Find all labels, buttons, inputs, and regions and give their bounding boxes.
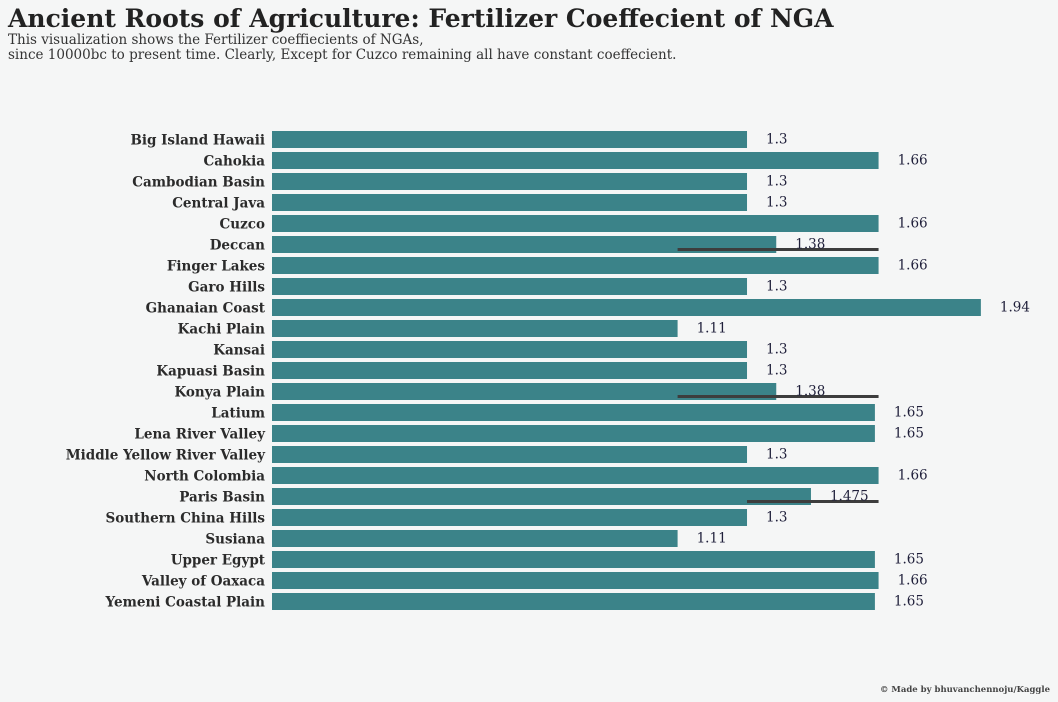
category-label-kansai: Kansai [213, 343, 265, 359]
bar-cuzco [272, 215, 879, 232]
bar-konya-plain [272, 383, 777, 400]
bar-ghanaian-coast [272, 299, 981, 316]
category-label-upper-egypt: Upper Egypt [171, 553, 266, 569]
bar-valley-of-oaxaca [272, 572, 879, 589]
category-label-latium: Latium [211, 406, 265, 422]
bar-upper-egypt [272, 551, 875, 568]
category-label-finger-lakes: Finger Lakes [167, 259, 266, 275]
value-label-central-java: 1.3 [766, 195, 787, 211]
subtitle-line-2: since 10000bc to present time. Clearly, … [8, 47, 677, 63]
category-label-southern-china-hills: Southern China Hills [105, 511, 265, 527]
value-label-finger-lakes: 1.66 [898, 258, 928, 274]
value-label-yemeni-coastal-plain: 1.65 [894, 594, 924, 610]
bar-southern-china-hills [272, 509, 748, 526]
category-label-cuzco: Cuzco [220, 217, 265, 233]
bar-finger-lakes [272, 257, 879, 274]
category-label-kachi-plain: Kachi Plain [178, 322, 265, 338]
bar-north-colombia [272, 467, 879, 484]
value-label-latium: 1.65 [894, 405, 924, 421]
bar-cambodian-basin [272, 173, 748, 190]
value-label-kansai: 1.3 [766, 342, 787, 358]
category-label-central-java: Central Java [172, 196, 265, 212]
bars-layer [272, 131, 981, 610]
bar-middle-yellow-river-valley [272, 446, 748, 463]
bar-kapuasi-basin [272, 362, 748, 379]
value-label-southern-china-hills: 1.3 [766, 510, 787, 526]
value-label-cahokia: 1.66 [898, 153, 928, 169]
bar-kansai [272, 341, 748, 358]
value-label-konya-plain: 1.38 [795, 384, 825, 400]
category-label-susiana: Susiana [205, 532, 265, 548]
value-label-garo-hills: 1.3 [766, 279, 787, 295]
error-bars-layer [677, 248, 879, 503]
bar-yemeni-coastal-plain [272, 593, 875, 610]
bar-big-island-hawaii [272, 131, 748, 148]
bar-latium [272, 404, 875, 421]
category-label-valley-of-oaxaca: Valley of Oaxaca [141, 574, 265, 590]
category-label-cambodian-basin: Cambodian Basin [132, 175, 265, 191]
bar-central-java [272, 194, 748, 211]
credit-text: © Made by bhuvanchennoju/Kaggle [879, 685, 1050, 695]
category-label-yemeni-coastal-plain: Yemeni Coastal Plain [105, 595, 266, 611]
category-label-north-colombia: North Colombia [144, 469, 265, 485]
value-label-deccan: 1.38 [795, 237, 825, 253]
value-label-upper-egypt: 1.65 [894, 552, 924, 568]
category-label-paris-basin: Paris Basin [179, 490, 265, 506]
value-labels-layer: 1.3 1.66 1.3 1.3 1.66 1.38 1.66 1.3 1.94 1.11 1.3 1… [697, 132, 1030, 610]
bar-kachi-plain [272, 320, 678, 337]
value-label-cambodian-basin: 1.3 [766, 174, 787, 190]
category-label-garo-hills: Garo Hills [188, 280, 265, 296]
value-label-middle-yellow-river-valley: 1.3 [766, 447, 787, 463]
value-label-big-island-hawaii: 1.3 [766, 132, 787, 148]
chart-title: Ancient Roots of Agriculture: Fertilizer… [8, 4, 834, 33]
category-label-big-island-hawaii: Big Island Hawaii [130, 133, 265, 149]
category-label-middle-yellow-river-valley: Middle Yellow River Valley [66, 448, 266, 464]
value-label-kachi-plain: 1.11 [697, 321, 727, 337]
chart-subtitle: This visualization shows the Fertilizer … [8, 33, 676, 63]
category-label-konya-plain: Konya Plain [174, 385, 265, 401]
value-label-cuzco: 1.66 [898, 216, 928, 232]
value-label-kapuasi-basin: 1.3 [766, 363, 787, 379]
bar-cahokia [272, 152, 879, 169]
category-label-kapuasi-basin: Kapuasi Basin [156, 364, 265, 380]
value-label-north-colombia: 1.66 [898, 468, 928, 484]
value-label-susiana: 1.11 [697, 531, 727, 547]
category-label-deccan: Deccan [210, 238, 265, 254]
category-label-cahokia: Cahokia [203, 154, 265, 170]
bar-lena-river-valley [272, 425, 875, 442]
value-label-ghanaian-coast: 1.94 [1000, 300, 1030, 316]
subtitle-line-1: This visualization shows the Fertilizer … [8, 32, 424, 48]
bar-garo-hills [272, 278, 748, 295]
bar-paris-basin [272, 488, 811, 505]
value-label-lena-river-valley: 1.65 [894, 426, 924, 442]
category-labels-layer: Big Island Hawaii Cahokia Cambodian Basin C… [66, 133, 266, 611]
bar-deccan [272, 236, 777, 253]
value-label-paris-basin: 1.475 [830, 489, 869, 505]
category-label-ghanaian-coast: Ghanaian Coast [146, 301, 266, 317]
value-label-valley-of-oaxaca: 1.66 [898, 573, 928, 589]
bar-susiana [272, 530, 678, 547]
category-label-lena-river-valley: Lena River Valley [134, 427, 266, 443]
